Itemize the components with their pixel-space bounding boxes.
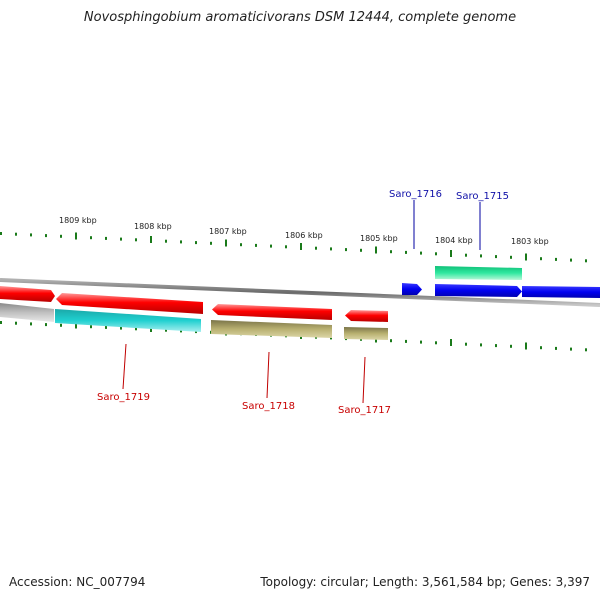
gene-label-saro-1717[interactable]: Saro_1717 [338, 405, 391, 416]
outer-tick-minor [330, 247, 332, 251]
gene-label-saro-1718[interactable]: Saro_1718 [242, 401, 295, 412]
inner-tick-minor [480, 343, 482, 347]
inner-tick-minor [405, 339, 407, 343]
outer-tick-minor [240, 243, 242, 247]
outer-tick-minor [105, 236, 107, 240]
scale-label-1808: 1808 kbp [134, 222, 172, 231]
gene-red-left[interactable] [0, 286, 55, 302]
gene-saro-1719[interactable] [56, 293, 203, 314]
inner-tick-minor [105, 325, 107, 329]
inner-tick-major [525, 342, 527, 350]
outer-tick-minor [60, 234, 62, 238]
scale-label-1809: 1809 kbp [59, 216, 97, 225]
gene-saro-1717[interactable] [345, 310, 388, 322]
outer-tick-minor [120, 237, 122, 241]
inner-tick-minor [495, 344, 497, 348]
inner-tick-minor [570, 347, 572, 351]
outer-tick-minor [510, 255, 512, 259]
inner-tick-major [450, 339, 452, 346]
gene-olive-1[interactable] [211, 320, 332, 338]
inner-tick-minor [90, 325, 92, 329]
outer-tick-minor [270, 244, 272, 248]
outer-tick-minor [30, 233, 32, 237]
gene-saro-1716[interactable] [402, 283, 422, 295]
outer-tick-major [450, 250, 452, 257]
outer-tick-minor [0, 232, 2, 235]
outer-tick-minor [390, 250, 392, 254]
outer-tick-major [300, 243, 302, 250]
accession-text: Accession: NC_007794 [9, 575, 146, 589]
inner-tick-minor [0, 321, 2, 324]
outer-tick-minor [90, 236, 92, 240]
outer-tick-minor [135, 238, 137, 242]
outer-tick-minor [345, 248, 347, 252]
outer-tick-minor [405, 250, 407, 254]
scale-label-1807: 1807 kbp [209, 227, 247, 236]
scale-label-1803: 1803 kbp [511, 237, 549, 246]
outer-tick-minor [555, 257, 557, 261]
outer-tick-minor [15, 232, 17, 236]
outer-tick-major [525, 253, 527, 261]
outer-tick-minor [570, 258, 572, 262]
inner-tick-minor [135, 327, 137, 331]
scale-label-1805: 1805 kbp [360, 234, 398, 243]
inner-tick-minor [585, 348, 587, 352]
leader-saro-1719 [122, 343, 127, 390]
inner-tick-minor [165, 328, 167, 332]
outer-tick-minor [180, 240, 182, 244]
inner-tick-minor [510, 344, 512, 348]
inner-tick-minor [15, 321, 17, 325]
scale-label-1806: 1806 kbp [285, 231, 323, 240]
outer-tick-minor [45, 234, 47, 238]
inner-tick-minor [540, 346, 542, 350]
outer-tick-minor [465, 253, 467, 257]
gene-blue-right[interactable] [522, 286, 600, 298]
genome-backbone [0, 278, 600, 307]
outer-tick-minor [585, 259, 587, 263]
outer-tick-minor [195, 241, 197, 245]
leader-saro-1718 [266, 351, 270, 399]
outer-tick-major [375, 246, 377, 254]
outer-tick-minor [165, 239, 167, 243]
outer-tick-major [150, 236, 152, 243]
gene-saro-1718[interactable] [212, 304, 332, 320]
outer-scale-ticks [0, 232, 587, 263]
genome-title: Novosphingobium aromaticivorans DSM 1244… [83, 10, 517, 25]
inner-tick-minor [420, 340, 422, 344]
outer-tick-minor [495, 255, 497, 259]
inner-tick-minor [555, 346, 557, 350]
outer-tick-minor [480, 254, 482, 258]
outer-tick-major [225, 239, 227, 247]
gene-olive-2[interactable] [344, 327, 388, 340]
outer-tick-minor [360, 248, 362, 252]
outer-tick-minor [255, 243, 257, 247]
inner-tick-minor [60, 323, 62, 327]
leader-saro-1717 [362, 356, 366, 404]
gene-label-saro-1719[interactable]: Saro_1719 [97, 392, 150, 403]
inner-tick-minor [465, 342, 467, 346]
outer-tick-minor [315, 246, 317, 250]
inner-tick-minor [30, 322, 32, 326]
outer-tick-minor [420, 251, 422, 255]
outer-tick-minor [210, 241, 212, 245]
inner-tick-minor [45, 323, 47, 327]
gene-saro-1715[interactable] [435, 284, 522, 297]
gene-label-saro-1716[interactable]: Saro_1716 [389, 189, 442, 200]
outer-tick-major [75, 232, 77, 240]
inner-tick-minor [180, 329, 182, 333]
inner-tick-minor [390, 339, 392, 343]
inner-tick-major [75, 321, 77, 329]
genome-summary-text: Topology: circular; Length: 3,561,584 bp… [260, 575, 590, 589]
gene-cyan[interactable] [55, 309, 201, 332]
outer-tick-minor [540, 257, 542, 261]
scale-label-1804: 1804 kbp [435, 236, 473, 245]
gene-green-upper[interactable] [435, 266, 522, 280]
inner-tick-minor [120, 326, 122, 330]
outer-tick-minor [435, 252, 437, 256]
inner-tick-minor [435, 341, 437, 345]
outer-tick-minor [285, 245, 287, 249]
gene-gray-left[interactable] [0, 303, 54, 322]
gene-label-saro-1715[interactable]: Saro_1715 [456, 191, 509, 202]
